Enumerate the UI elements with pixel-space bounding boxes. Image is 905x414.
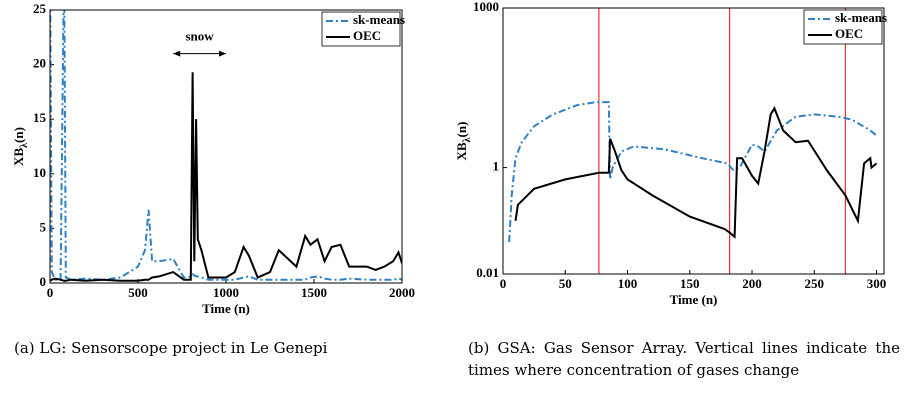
y-axis-label: XBλ(n) [11, 127, 30, 166]
caption: (a) LG: Sensorscope project in Le Genepi [14, 339, 328, 357]
x-tick-label: 0 [500, 276, 507, 291]
y-axis-label-part: (n) [454, 122, 469, 138]
y-axis-label-part: λ [19, 143, 30, 148]
y-axis-label-part: λ [462, 137, 473, 142]
y-tick-label: 1000 [473, 0, 499, 14]
x-tick-label: 250 [805, 276, 825, 291]
legend-label: sk-means [835, 10, 887, 25]
x-tick-label: 150 [680, 276, 700, 291]
x-tick-label: 300 [867, 276, 887, 291]
x-tick-label: 100 [618, 276, 638, 291]
y-axis-label-part: XB [454, 142, 469, 160]
x-tick-label: 2000 [389, 285, 415, 300]
x-tick-label: 1500 [301, 285, 327, 300]
x-tick-label: 50 [559, 276, 572, 291]
x-tick-label: 0 [47, 285, 54, 300]
y-tick-label: 15 [33, 110, 47, 125]
y-tick-label: 20 [33, 56, 46, 71]
series-line [50, 72, 402, 282]
y-tick-label: 0 [40, 274, 47, 289]
y-tick-label: 1 [493, 159, 500, 174]
legend-label: sk-means [353, 12, 405, 27]
x-tick-label: 500 [128, 285, 148, 300]
x-tick-label: 200 [742, 276, 762, 291]
legend-box [803, 9, 883, 45]
axes-frame [502, 7, 885, 275]
legend-label: OEC [835, 26, 863, 41]
x-tick-label: 1000 [213, 285, 239, 300]
plot-area [503, 8, 884, 274]
caption: (b) GSA: Gas Sensor Array. Vertical line… [468, 339, 900, 379]
figure: 0 500 1000 1500 20000510152025snowsk-meansOE… [11, 0, 887, 316]
annotation-text: snow [186, 29, 215, 44]
y-axis-label-part: XB [11, 148, 26, 166]
series-line [508, 101, 878, 243]
y-axis-label: XBλ(n) [454, 122, 473, 161]
y-tick-label: 10 [33, 165, 46, 180]
x-axis-label: Time (n) [202, 301, 250, 316]
y-axis-label-part: (n) [11, 127, 26, 143]
axes-frame [49, 9, 403, 284]
y-tick-label: 25 [33, 1, 47, 16]
legend-box [321, 11, 401, 47]
y-tick-label: 5 [40, 219, 47, 234]
plot-area [50, 10, 402, 283]
x-axis-label: Time (n) [670, 292, 718, 307]
y-tick-label: 0.01 [476, 265, 499, 280]
legend-label: OEC [353, 28, 381, 43]
series-line [514, 106, 878, 239]
